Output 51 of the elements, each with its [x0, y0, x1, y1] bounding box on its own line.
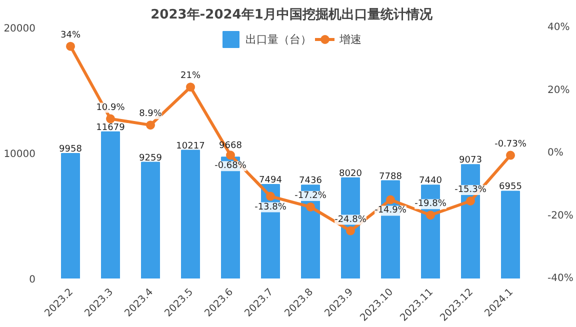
point: [106, 114, 115, 124]
data-label: 9958: [59, 144, 82, 155]
bar: [181, 150, 200, 278]
data-label: -24.8%: [334, 214, 367, 225]
y-tick-label: 0: [29, 274, 36, 286]
bar: [501, 190, 520, 278]
data-label: 8.9%: [139, 109, 162, 120]
point: [66, 42, 75, 51]
point: [306, 202, 315, 212]
point: [186, 82, 195, 92]
data-label: -0.68%: [214, 161, 247, 172]
data-label: 9073: [459, 156, 482, 166]
data-label: -15.3%: [454, 185, 487, 196]
data-label: -13.8%: [254, 202, 287, 212]
data-label: 10.9%: [96, 102, 126, 113]
bar: [141, 162, 160, 278]
bar: [61, 153, 80, 278]
y2-tick-label: -40%: [548, 273, 574, 284]
legend-label: 增速: [340, 32, 362, 46]
data-label: 21%: [180, 71, 201, 82]
point: [226, 150, 235, 160]
data-label: 7494: [259, 175, 282, 186]
point: [426, 210, 435, 220]
y-tick-label: 20000: [4, 24, 36, 34]
y2-tick-label: 20%: [548, 84, 570, 96]
y-tick-label: 10000: [4, 149, 36, 160]
data-label: 11679: [96, 122, 126, 133]
bar: [101, 131, 120, 278]
point: [506, 150, 515, 160]
point: [266, 192, 275, 201]
data-label: 6955: [499, 182, 522, 192]
point: [146, 120, 155, 130]
data-label: -17.2%: [294, 190, 327, 201]
point: [346, 226, 355, 236]
data-label: 7440: [419, 176, 442, 186]
y2-tick-label: -20%: [548, 210, 574, 222]
chart-title: 2023年-2024年1月中国挖掘机出口量统计情况: [150, 6, 434, 22]
data-label: 34%: [60, 30, 81, 40]
data-label: -14.9%: [374, 206, 407, 216]
y2-tick-label: 0%: [548, 148, 564, 158]
point: [386, 195, 395, 204]
data-label: -0.73%: [494, 139, 527, 150]
point: [466, 196, 475, 206]
data-label: 7436: [299, 176, 322, 186]
data-label: 9259: [139, 153, 162, 164]
data-label: 8020: [339, 168, 362, 179]
data-label: -19.8%: [414, 199, 447, 210]
legend-label: 出口量（台）: [246, 32, 312, 46]
y2-tick-label: 40%: [548, 22, 570, 33]
data-label: 7788: [379, 172, 402, 182]
data-label: 10217: [176, 141, 205, 152]
